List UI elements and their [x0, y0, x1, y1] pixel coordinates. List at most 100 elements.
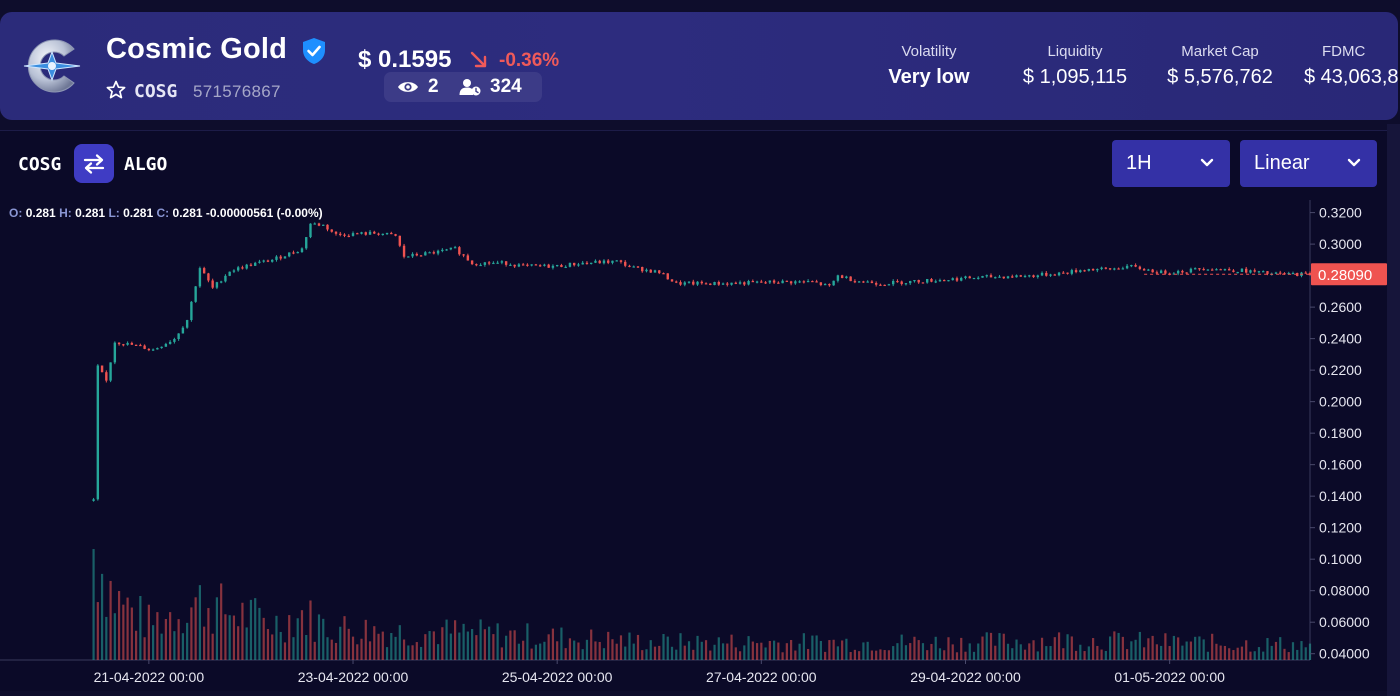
- volume-bar: [1219, 645, 1222, 660]
- volume-bar: [1147, 638, 1150, 660]
- candle: [151, 349, 155, 351]
- volume-bar: [1279, 637, 1282, 660]
- volume-bar: [581, 649, 584, 660]
- candle: [1011, 276, 1014, 278]
- candle: [551, 265, 555, 268]
- candle: [377, 233, 380, 235]
- volume-bar: [602, 648, 606, 660]
- ohlc-high: 0.281: [75, 206, 106, 220]
- candle: [1206, 269, 1210, 271]
- swap-arrows-icon: [83, 154, 105, 174]
- candle: [555, 264, 559, 267]
- volume-bar: [938, 648, 942, 660]
- y-tick-label: 0.1800: [1319, 425, 1362, 441]
- volume-bar: [186, 622, 189, 660]
- candle: [585, 262, 589, 264]
- volume-bar: [687, 641, 691, 660]
- y-tick-label: 0.3200: [1319, 205, 1362, 221]
- chevron-down-icon: [1200, 158, 1214, 167]
- candle: [202, 268, 206, 274]
- last-price-badge: [1311, 263, 1387, 286]
- swap-pair-button[interactable]: [74, 144, 114, 183]
- volume-bar: [981, 636, 984, 660]
- candle: [955, 278, 959, 281]
- volatility-label: Volatility: [901, 43, 957, 60]
- volume-bar: [368, 641, 372, 660]
- price-change: -0.36%: [499, 50, 560, 71]
- volume-bar: [1070, 636, 1073, 660]
- volume-bar: [828, 640, 831, 660]
- candle: [462, 254, 465, 256]
- candle: [470, 260, 474, 265]
- ohlc-low-label: L:: [108, 206, 120, 220]
- volume-bar: [615, 643, 618, 660]
- asset-id[interactable]: 571576867: [193, 82, 281, 101]
- interval-dropdown[interactable]: 1H: [1112, 140, 1230, 187]
- token-header: Cosmic Gold COSG 571576867 $ 0.1595 -0.3…: [0, 12, 1398, 120]
- volume-bar: [317, 614, 321, 660]
- ohlc-open: 0.281: [25, 206, 56, 220]
- volume-bar: [1108, 636, 1112, 660]
- candle: [543, 264, 546, 266]
- candle: [156, 348, 159, 350]
- candle: [1176, 270, 1180, 274]
- candle: [777, 282, 780, 284]
- candle: [1130, 265, 1133, 267]
- candle: [347, 235, 350, 238]
- candle: [279, 256, 282, 259]
- volume-bar: [645, 649, 648, 660]
- candle: [445, 249, 448, 251]
- volume-bar: [275, 615, 278, 660]
- interval-value: 1H: [1126, 152, 1152, 174]
- candle: [806, 280, 810, 283]
- x-tick-label: 21-04-2022 00:00: [94, 669, 205, 685]
- volume-bar: [743, 645, 746, 660]
- candle: [845, 276, 848, 279]
- volume-bar: [790, 639, 793, 660]
- candle: [390, 232, 393, 235]
- volume-bar: [1206, 651, 1210, 660]
- candle: [687, 281, 691, 283]
- candle: [300, 248, 304, 253]
- volume-bar: [241, 602, 244, 660]
- candle: [896, 280, 899, 283]
- market-cap-value: $ 5,576,762: [1167, 66, 1273, 88]
- candle: [130, 342, 134, 345]
- volume-bar: [900, 634, 903, 660]
- volume-bar: [398, 625, 401, 660]
- candle: [802, 281, 806, 283]
- volume-bar: [483, 629, 486, 660]
- volume-bar: [1194, 636, 1197, 660]
- volume-bar: [607, 631, 610, 660]
- candle: [1091, 268, 1095, 271]
- candle: [1096, 269, 1099, 271]
- volume-bar: [356, 644, 359, 660]
- volume-bar: [330, 639, 333, 660]
- candle: [840, 275, 844, 279]
- volume-bar: [632, 643, 635, 660]
- candle: [700, 281, 703, 284]
- volume-bar: [879, 649, 882, 660]
- scale-dropdown[interactable]: Linear: [1240, 140, 1377, 187]
- volume-bar: [798, 643, 801, 660]
- volume-bar: [428, 631, 431, 660]
- candle: [381, 233, 384, 236]
- volume-bar: [415, 642, 418, 660]
- scroll-edge[interactable]: [1387, 124, 1400, 696]
- volume-bar: [768, 640, 771, 660]
- candle: [1232, 270, 1235, 272]
- volume-bar: [181, 633, 184, 660]
- candle: [696, 281, 699, 285]
- candle: [1036, 275, 1039, 278]
- fdmc-value: $ 43,063,8: [1304, 66, 1398, 88]
- y-tick-label: 0.1200: [1319, 520, 1362, 536]
- candle: [692, 281, 695, 285]
- star-icon[interactable]: [106, 80, 126, 100]
- volume-bar: [1211, 633, 1214, 660]
- volume-bar: [458, 632, 461, 660]
- candle: [1240, 268, 1244, 272]
- volume-bar: [92, 549, 95, 660]
- ohlc-legend: O: 0.281 H: 0.281 L: 0.281 C: 0.281 -0.0…: [9, 206, 323, 220]
- volume-bar: [237, 626, 240, 660]
